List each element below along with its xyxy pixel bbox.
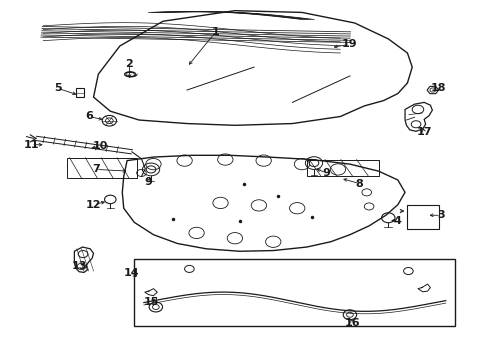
Bar — [134, 259, 454, 327]
Text: 11: 11 — [23, 140, 39, 150]
Text: 15: 15 — [143, 297, 159, 307]
Text: 4: 4 — [393, 216, 401, 226]
Bar — [76, 88, 84, 97]
Text: 2: 2 — [125, 59, 133, 68]
Text: 8: 8 — [355, 179, 363, 189]
Text: 1: 1 — [211, 27, 219, 37]
Text: 6: 6 — [84, 112, 93, 121]
Text: 12: 12 — [85, 200, 101, 210]
Text: 17: 17 — [416, 127, 431, 138]
Text: 9: 9 — [144, 177, 152, 187]
Text: 3: 3 — [436, 210, 444, 220]
Bar — [407, 205, 438, 229]
Bar — [67, 158, 137, 178]
Text: 13: 13 — [71, 261, 87, 271]
Text: 10: 10 — [93, 141, 108, 152]
Text: 19: 19 — [342, 39, 357, 49]
Text: 16: 16 — [344, 318, 359, 328]
Text: 18: 18 — [430, 83, 446, 93]
Text: 14: 14 — [124, 269, 140, 279]
Text: 9: 9 — [322, 168, 329, 178]
Text: 5: 5 — [54, 83, 61, 93]
Text: 7: 7 — [92, 165, 100, 174]
Bar — [306, 159, 378, 176]
